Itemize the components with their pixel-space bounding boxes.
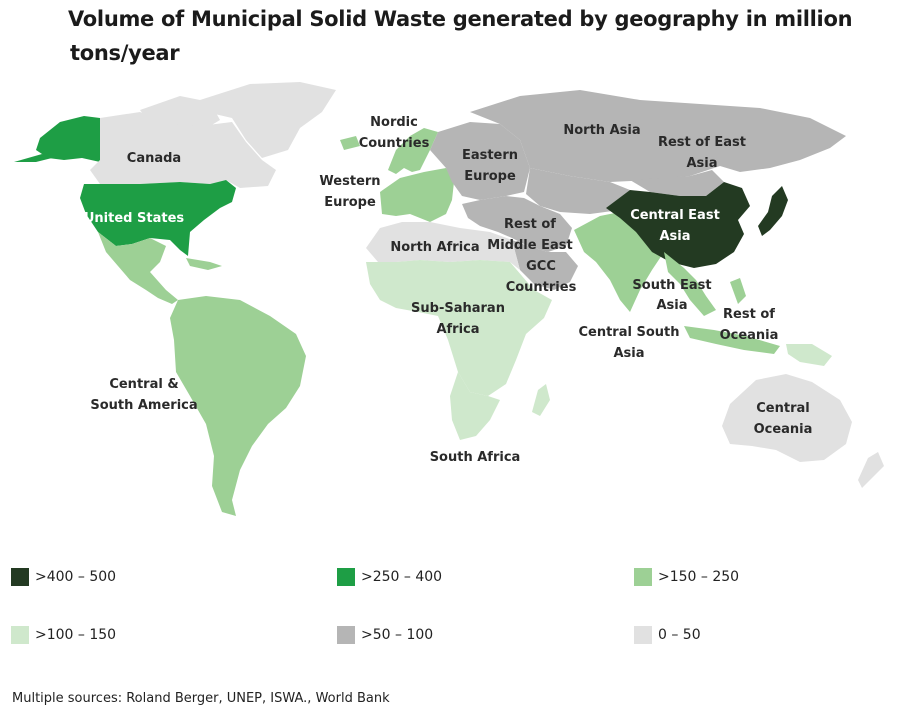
label-canada: Canada xyxy=(127,151,181,166)
legend-label: >100 – 150 xyxy=(35,627,117,643)
region-nordic[interactable] xyxy=(388,128,438,174)
legend-item: >150 – 250 xyxy=(634,568,739,586)
region-sub-saharan[interactable] xyxy=(366,260,552,396)
region-caribbean xyxy=(186,258,222,270)
legend-label: >150 – 250 xyxy=(658,569,740,585)
label-rest-oceania-2: Oceania xyxy=(720,328,779,343)
region-indonesia xyxy=(684,326,780,354)
label-nordic-1: Nordic xyxy=(370,115,418,130)
region-rest-oceania[interactable] xyxy=(786,344,832,366)
region-north-africa[interactable] xyxy=(366,222,520,270)
legend-label: >250 – 400 xyxy=(361,569,443,585)
label-south-africa: South Africa xyxy=(430,450,521,465)
legend-label: >50 – 100 xyxy=(361,627,434,643)
region-new-zealand xyxy=(858,452,884,488)
label-western-europe-2: Europe xyxy=(324,195,376,210)
world-map: Canada United States Central & South Ame… xyxy=(14,82,884,516)
legend-swatch-0-50 xyxy=(634,626,652,644)
legend-item: >400 – 500 xyxy=(11,568,116,586)
region-south-east-asia[interactable] xyxy=(664,252,716,316)
legend-swatch-50-100 xyxy=(337,626,355,644)
label-central-east-asia-2: Asia xyxy=(659,229,690,244)
region-greenland xyxy=(200,82,336,158)
region-central-america xyxy=(98,232,178,304)
label-central-south-asia-1: Central South xyxy=(578,325,679,340)
legend-swatch-400-500 xyxy=(11,568,29,586)
label-central-south-asia-2: Asia xyxy=(613,346,644,361)
legend-item: >50 – 100 xyxy=(337,626,433,644)
legend-item: >250 – 400 xyxy=(337,568,442,586)
label-north-africa: North Africa xyxy=(390,240,479,255)
region-japan xyxy=(758,186,788,236)
region-gcc[interactable] xyxy=(512,240,578,290)
label-central-oceania-1: Central xyxy=(756,401,809,416)
region-north-asia[interactable] xyxy=(470,90,846,182)
title-line-1: Volume of Municipal Solid Waste generate… xyxy=(68,7,853,31)
label-sub-saharan-1: Sub-Saharan xyxy=(411,301,505,316)
region-south-america[interactable] xyxy=(170,296,306,516)
label-rest-east-asia-1: Rest of East xyxy=(658,135,746,150)
legend-swatch-250-400 xyxy=(337,568,355,586)
region-eastern-europe[interactable] xyxy=(430,122,530,200)
label-central-south-america-2: South America xyxy=(90,398,197,413)
map-title: Volume of Municipal Solid Waste generate… xyxy=(68,2,868,70)
label-rest-oceania-1: Rest of xyxy=(723,307,775,322)
legend-item: 0 – 50 xyxy=(634,626,701,644)
title-line-2: tons/year xyxy=(70,41,180,65)
label-north-asia: North Asia xyxy=(563,123,640,138)
legend-swatch-100-150 xyxy=(11,626,29,644)
region-south-africa[interactable] xyxy=(450,372,500,440)
label-south-east-asia-1: South East xyxy=(632,278,711,293)
source-note: Multiple sources: Roland Berger, UNEP, I… xyxy=(12,691,390,706)
label-gcc-1: GCC xyxy=(526,259,556,274)
legend-swatch-150-250 xyxy=(634,568,652,586)
region-rest-east-asia[interactable] xyxy=(630,170,724,196)
label-eastern-europe-1: Eastern xyxy=(462,148,518,163)
region-canada[interactable] xyxy=(90,112,276,188)
legend-label: >400 – 500 xyxy=(35,569,117,585)
legend-label: 0 – 50 xyxy=(658,627,701,643)
label-central-oceania-2: Oceania xyxy=(754,422,813,437)
label-central-south-america-1: Central & xyxy=(109,377,178,392)
label-eastern-europe-2: Europe xyxy=(464,169,516,184)
label-united-states: United States xyxy=(84,211,185,226)
label-rest-east-asia-2: Asia xyxy=(686,156,717,171)
region-rest-middle-east[interactable] xyxy=(462,196,572,252)
region-western-europe[interactable] xyxy=(380,168,454,222)
label-rest-middle-east-1: Rest of xyxy=(504,217,556,232)
label-nordic-2: Countries xyxy=(359,136,430,151)
region-united-states[interactable] xyxy=(80,180,236,256)
region-central-asia xyxy=(526,168,630,214)
region-alaska[interactable] xyxy=(36,116,100,162)
label-western-europe-1: Western xyxy=(319,174,380,189)
region-alaska-tail xyxy=(14,154,52,162)
region-labels: Canada United States Central & South Ame… xyxy=(84,115,813,465)
region-central-oceania[interactable] xyxy=(722,374,852,462)
legend-item: >100 – 150 xyxy=(11,626,116,644)
label-south-east-asia-2: Asia xyxy=(656,298,687,313)
region-madagascar xyxy=(532,384,550,416)
label-sub-saharan-2: Africa xyxy=(436,322,479,337)
label-central-east-asia-1: Central East xyxy=(630,208,720,223)
label-gcc-2: Countries xyxy=(506,280,577,295)
region-philippines xyxy=(730,278,746,304)
region-central-east-asia[interactable] xyxy=(606,182,750,268)
region-iceland xyxy=(340,136,360,150)
label-rest-middle-east-2: Middle East xyxy=(487,238,572,253)
